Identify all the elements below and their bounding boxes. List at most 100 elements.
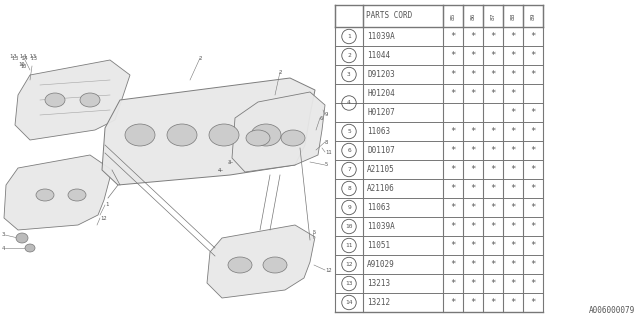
Text: 88: 88: [511, 12, 515, 20]
Text: *: *: [510, 222, 516, 231]
Text: H01207: H01207: [367, 108, 395, 117]
Text: 13213: 13213: [367, 279, 390, 288]
Text: PARTS CORD: PARTS CORD: [366, 12, 412, 20]
Text: 2: 2: [278, 69, 282, 75]
Text: *: *: [490, 32, 496, 41]
Text: 7: 7: [347, 167, 351, 172]
Text: H01204: H01204: [367, 89, 395, 98]
Text: A91029: A91029: [367, 260, 395, 269]
Ellipse shape: [36, 189, 54, 201]
Text: *: *: [451, 260, 456, 269]
Text: *: *: [451, 165, 456, 174]
Text: 14: 14: [345, 300, 353, 305]
Polygon shape: [207, 225, 315, 298]
Text: *: *: [470, 32, 476, 41]
Text: 11051: 11051: [367, 241, 390, 250]
Text: *: *: [490, 127, 496, 136]
Text: *: *: [451, 222, 456, 231]
Text: *: *: [510, 165, 516, 174]
Text: *: *: [470, 89, 476, 98]
Text: *: *: [470, 298, 476, 307]
Ellipse shape: [25, 244, 35, 252]
Text: 3: 3: [228, 159, 231, 164]
Text: *: *: [531, 146, 536, 155]
Text: 2: 2: [198, 55, 202, 60]
Text: 11: 11: [325, 149, 332, 155]
Ellipse shape: [125, 124, 155, 146]
Text: 6: 6: [320, 116, 323, 121]
Text: *: *: [531, 127, 536, 136]
Text: *: *: [470, 203, 476, 212]
Text: 5: 5: [347, 129, 351, 134]
Text: *: *: [531, 279, 536, 288]
Text: 3: 3: [347, 72, 351, 77]
Text: *: *: [490, 279, 496, 288]
Text: 85: 85: [451, 12, 456, 20]
Text: *: *: [531, 241, 536, 250]
Ellipse shape: [263, 257, 287, 273]
Text: 13212: 13212: [367, 298, 390, 307]
Text: D01107: D01107: [367, 146, 395, 155]
Text: 1: 1: [347, 34, 351, 39]
Polygon shape: [102, 78, 315, 185]
Text: 9: 9: [347, 205, 351, 210]
Text: *: *: [531, 222, 536, 231]
Text: *: *: [451, 279, 456, 288]
Text: 4: 4: [2, 245, 5, 251]
Ellipse shape: [167, 124, 197, 146]
Ellipse shape: [68, 189, 86, 201]
Text: 89: 89: [531, 12, 536, 20]
Polygon shape: [4, 155, 112, 230]
Text: A21106: A21106: [367, 184, 395, 193]
Text: *: *: [490, 222, 496, 231]
Text: 6: 6: [347, 148, 351, 153]
Text: *: *: [531, 70, 536, 79]
Text: 10: 10: [20, 63, 26, 68]
Ellipse shape: [281, 130, 305, 146]
Polygon shape: [15, 60, 130, 140]
Text: *: *: [531, 51, 536, 60]
Text: *: *: [470, 146, 476, 155]
Text: *: *: [470, 70, 476, 79]
Text: 13: 13: [345, 281, 353, 286]
Text: 1: 1: [105, 203, 108, 207]
Ellipse shape: [228, 257, 252, 273]
Text: *: *: [470, 241, 476, 250]
Text: 11044: 11044: [367, 51, 390, 60]
Text: 10: 10: [345, 224, 353, 229]
Text: 13 14 13: 13 14 13: [10, 54, 36, 60]
Text: 86: 86: [470, 12, 476, 20]
Text: *: *: [490, 89, 496, 98]
Text: 11039A: 11039A: [367, 32, 395, 41]
Text: *: *: [451, 127, 456, 136]
Text: 12: 12: [345, 262, 353, 267]
Text: *: *: [470, 165, 476, 174]
Text: D91203: D91203: [367, 70, 395, 79]
Text: *: *: [531, 32, 536, 41]
Text: *: *: [470, 127, 476, 136]
Text: 10: 10: [18, 62, 24, 68]
Text: 4: 4: [347, 100, 351, 106]
Text: 11063: 11063: [367, 127, 390, 136]
Text: *: *: [531, 203, 536, 212]
Text: *: *: [490, 298, 496, 307]
Text: 5: 5: [313, 229, 316, 235]
Text: A21105: A21105: [367, 165, 395, 174]
Text: 3: 3: [2, 233, 5, 237]
Text: *: *: [510, 32, 516, 41]
Text: *: *: [510, 127, 516, 136]
Text: *: *: [490, 184, 496, 193]
Text: *: *: [510, 203, 516, 212]
Ellipse shape: [251, 124, 281, 146]
Text: 11063: 11063: [367, 203, 390, 212]
Text: *: *: [510, 51, 516, 60]
Text: 5: 5: [325, 163, 328, 167]
Text: *: *: [470, 279, 476, 288]
Text: *: *: [510, 298, 516, 307]
Text: 11: 11: [345, 243, 353, 248]
Ellipse shape: [45, 93, 65, 107]
Text: *: *: [451, 184, 456, 193]
Text: *: *: [451, 241, 456, 250]
Text: *: *: [531, 298, 536, 307]
Text: *: *: [451, 298, 456, 307]
